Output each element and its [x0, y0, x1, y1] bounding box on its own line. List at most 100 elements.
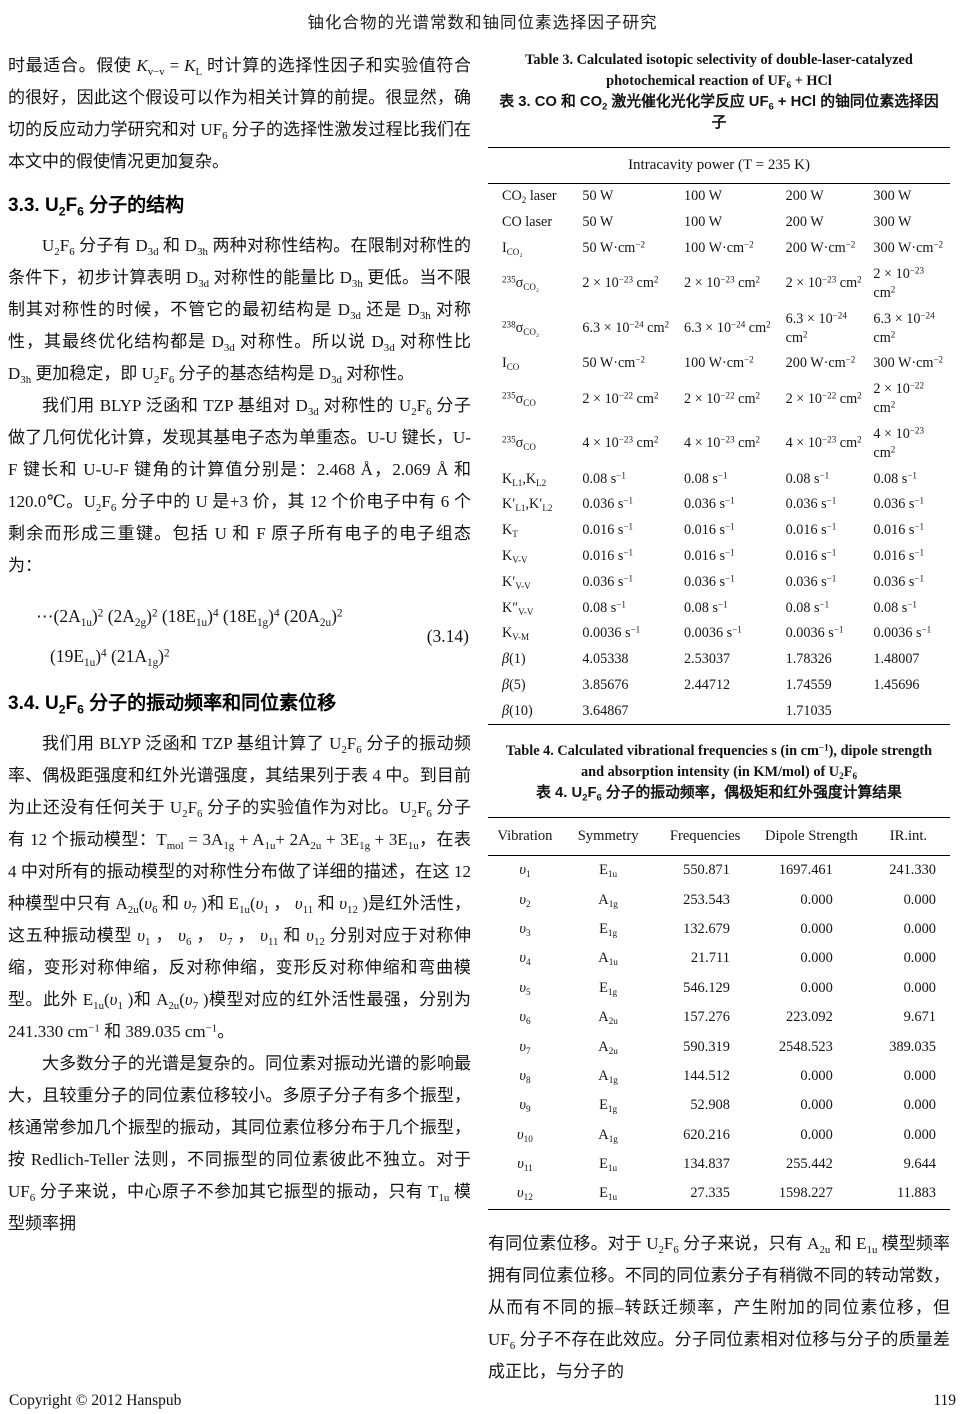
paragraph-continuation: 有同位素位移。对于 U2F6 分子来说，只有 A2u 和 E1u 模型频率拥有同… [488, 1233, 951, 1381]
table-cell: 6.3 × 10−24 cm2 [684, 319, 771, 337]
table-cell: υ11 [517, 1156, 533, 1174]
table-row: K′L1,K′L2 0.036 s−1 0.036 s−1 0.036 s−1 0.03… [488, 492, 950, 518]
table3-caption: Table 3. Calculated isotopic selectivity… [494, 50, 944, 134]
table-cell: 550.871 [683, 862, 730, 879]
table-cell: 0.000 [903, 979, 936, 996]
table-row: υ5 E1g 546.129 0.000 0.000 [488, 974, 950, 1003]
table-cell: 100 W·cm−2 [684, 239, 754, 256]
equation-number: (3.14) [426, 625, 469, 646]
table-cell: 389.035 [889, 1038, 936, 1055]
table-cell: 0.036 s−1 [582, 495, 634, 513]
table-row: υ12 E1u 27.335 1598.227 11.883 [488, 1179, 950, 1209]
table-cell: E1u [599, 862, 618, 880]
table-cell: 0.036 s−1 [785, 573, 837, 590]
table-cell: 100 W·cm−2 [684, 354, 754, 372]
table-row: K′V-V 0.036 s−1 0.036 s−1 0.036 s−1 0.036 s−… [488, 569, 950, 595]
table-3: Intracavity power (T = 235 K) CO2 laser 5… [488, 147, 950, 726]
table-cell: 1.48007 [873, 651, 920, 668]
table-cell [682, 698, 784, 724]
equation-body: ⋯(2A1u)2 (2A2g)2 (18E1u)4 (18E1g)4 (20A2… [36, 596, 343, 676]
table-cell: 0.08 s−1 [873, 599, 917, 616]
table-row: υ1 E1u 550.871 1697.461 241.330 [488, 856, 950, 886]
table-cell: 0.036 s−1 [684, 573, 735, 590]
table-cell: 0.000 [903, 1126, 936, 1143]
table-cell: υ4 [519, 950, 531, 968]
table-cell: 0.08 s−1 [684, 599, 728, 616]
column-header: Frequencies [654, 817, 756, 857]
table-cell: 0.016 s−1 [582, 547, 634, 564]
table-row: β(5) 3.85676 2.44712 1.74559 1.45696 [488, 673, 950, 699]
table-row: β(10) 3.64867 1.71035 [488, 698, 950, 724]
table-row: υ3 E1g 132.679 0.000 0.000 [488, 915, 950, 944]
table-cell: 0.0036 s−1 [582, 624, 641, 642]
table-cell: υ12 [517, 1185, 533, 1203]
page-number: 119 [933, 1392, 956, 1409]
row-label: 238σCO₂ [502, 319, 540, 338]
table-cell: 134.837 [683, 1156, 730, 1172]
table-cell: 50 W [582, 188, 614, 205]
table-cell: A1u [598, 950, 618, 968]
table-row: K″V-V 0.08 s−1 0.08 s−1 0.08 s−1 0.08 s−1 [488, 595, 950, 621]
table-cell: υ7 [519, 1038, 531, 1056]
table-cell: A2u [598, 1009, 618, 1027]
column-header: Dipole Strength [755, 817, 867, 857]
table-cell: 0.000 [800, 1126, 833, 1143]
table-cell: 2 × 10−22 cm2 [582, 390, 659, 407]
table-cell: 620.216 [683, 1126, 730, 1143]
table-cell: 0.08 s−1 [582, 599, 626, 616]
row-label: 235σCO [502, 390, 536, 408]
table-cell: 300 W [873, 188, 912, 205]
table-cell: 0.000 [800, 979, 833, 996]
table-cell: 0.000 [903, 1067, 936, 1084]
table-cell: 0.08 s−1 [582, 470, 626, 487]
table-row: KV-M 0.0036 s−1 0.0036 s−1 0.0036 s−1 0.0036… [488, 621, 950, 647]
table-cell: 50 W [582, 214, 614, 231]
table-row: υ7 A2u 590.319 2548.523 389.035 [488, 1032, 950, 1061]
table-cell: 3.64867 [582, 702, 629, 719]
table-cell: 0.036 s−1 [785, 495, 837, 513]
page-footer: Copyright © 2012 Hanspub 119 [0, 1392, 965, 1410]
paragraph: 大多数分子的光谱是复杂的。同位素对振动光谱的影响最大，且较重分子的同位素位移较小… [8, 1054, 471, 1233]
table-cell: 1.78326 [785, 651, 832, 668]
equation-line-1: ⋯(2A1u)2 (2A2g)2 (18E1u)4 (18E1g)4 (20A2… [36, 606, 343, 629]
table-row: 235σCO₂ 2 × 10−23 cm2 2 × 10−23 cm2 2 × 10−… [488, 261, 950, 306]
table-cell: 0.016 s−1 [785, 547, 837, 564]
row-label: ICO [502, 355, 520, 373]
table-row: υ6 A2u 157.276 223.092 9.671 [488, 1003, 950, 1032]
table-cell: E1g [599, 921, 618, 939]
table-cell: 2 × 10−23 cm2 [582, 274, 659, 292]
table3-span-header-row: Intracavity power (T = 235 K) [488, 147, 950, 184]
paragraph: 我们用 BLYP 泛函和 TZP 基组计算了 U2F6 分子的振动频率、偶极距强… [8, 734, 472, 1041]
table3-body: CO2 laser 50 W 100 W 200 W 300 W CO laser 50 W… [488, 184, 950, 725]
table-row: 238σCO₂ 6.3 × 10−24 cm2 6.3 × 10−24 cm2 6.3… [488, 306, 950, 351]
table4-caption-chinese: 表 4. U2F6 分子的振动频率，偶极矩和红外强度计算结果 [536, 785, 902, 804]
row-label: K′V-V [502, 573, 531, 591]
table-cell: 0.000 [903, 921, 936, 937]
table-cell: 0.000 [903, 950, 936, 967]
row-label: K″V-V [502, 599, 534, 617]
table-cell: 4.05338 [582, 651, 629, 668]
table4-body: υ1 E1u 550.871 1697.461 241.330 υ2 A1g 253.543 0… [488, 856, 950, 1210]
table-cell: 0.016 s−1 [873, 547, 925, 564]
table-cell: A2u [598, 1038, 618, 1056]
table-cell: 255.442 [786, 1156, 833, 1172]
table-cell: υ6 [519, 1009, 531, 1027]
table-cell: 0.0036 s−1 [684, 624, 742, 642]
table-cell: 52.908 [690, 1097, 730, 1114]
table-cell: 300 W·cm−2 [873, 354, 944, 372]
table-row: υ11 E1u 134.837 255.442 9.644 [488, 1150, 950, 1179]
table-cell: 4 × 10−23 cm2 [785, 434, 862, 452]
table-row: β(1) 4.05338 2.53037 1.78326 1.48007 [488, 647, 950, 673]
table-cell: 157.276 [683, 1009, 730, 1026]
table-cell: 200 W·cm−2 [785, 239, 856, 256]
table-cell: 0.0036 s−1 [785, 624, 844, 642]
paragraph: U2F6 分子有 D3d 和 D3h 两种对称性结构。在限制对称性的条件下，初步… [8, 236, 472, 386]
table-cell: 200 W·cm−2 [785, 354, 856, 372]
table-row: υ2 A1g 253.543 0.000 0.000 [488, 885, 950, 914]
table-cell: 0.016 s−1 [684, 547, 735, 564]
table-cell: 300 W [873, 214, 912, 231]
table3-span-header: Intracavity power (T = 235 K) [488, 147, 950, 184]
table4-caption-english: Table 4. Calculated vibrational frequenc… [505, 742, 933, 782]
table-cell: υ8 [519, 1067, 531, 1086]
